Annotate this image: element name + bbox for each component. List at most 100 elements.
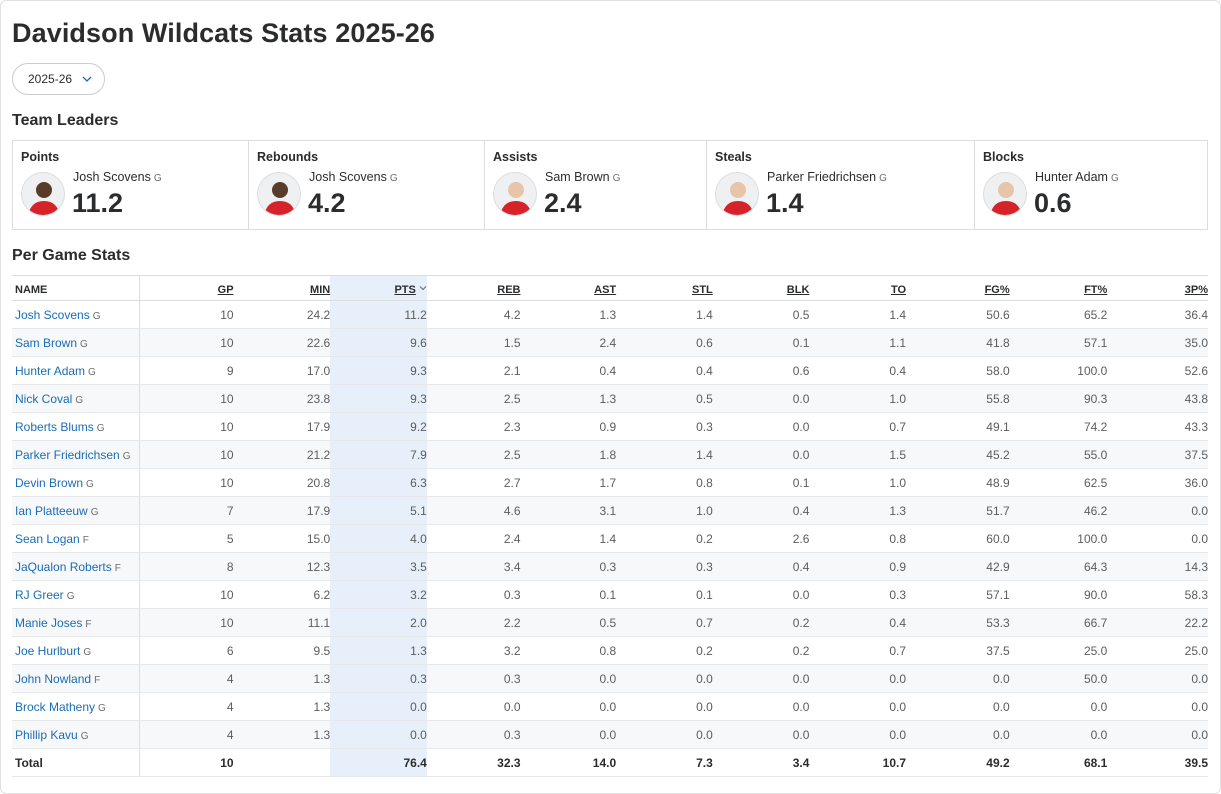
leader-player-name[interactable]: Sam Brown G (545, 170, 621, 184)
stat-cell: 1.3 (330, 636, 427, 665)
stat-cell: 58.0 (906, 356, 1010, 385)
stat-cell: 11.1 (233, 608, 331, 637)
stat-cell: 10 (139, 468, 234, 497)
leader-card-steals[interactable]: Steals Parker Friedrichsen G 1.4 (707, 141, 975, 229)
column-header-to[interactable]: TO (809, 275, 907, 301)
leader-card-blocks[interactable]: Blocks Hunter Adam G 0.6 (975, 141, 1207, 229)
total-cell: 32.3 (426, 748, 521, 777)
stat-cell: 22.2 (1107, 608, 1208, 637)
player-link[interactable]: John Nowland (15, 671, 92, 686)
stat-cell: 1.0 (809, 384, 907, 413)
stat-cell: 0.0 (1009, 720, 1108, 749)
player-name-cell: Sean Logan F (12, 524, 141, 553)
stat-cell: 90.3 (1009, 384, 1108, 413)
leader-value: 0.6 (1034, 188, 1072, 218)
stat-cell: 3.2 (426, 636, 521, 665)
leader-category: Assists (493, 150, 538, 164)
table-row: JaQualon Roberts F 8 12.3 3.5 3.4 0.3 0.3 0.4 0.9… (12, 552, 1208, 581)
table-row: Brock Matheny G 4 1.3 0.0 0.0 0.0 0.0 0.0 0.0 0.0 0… (12, 692, 1208, 721)
player-position: G (879, 173, 887, 184)
stat-cell: 0.1 (520, 580, 617, 609)
stat-cell: 23.8 (233, 384, 331, 413)
player-position: G (92, 310, 101, 322)
player-link[interactable]: Parker Friedrichsen (15, 447, 120, 462)
leader-value: 2.4 (544, 188, 582, 218)
player-link[interactable]: Sam Brown (15, 335, 78, 350)
leader-player-name[interactable]: Josh Scovens G (309, 170, 398, 184)
player-position: G (1110, 173, 1119, 184)
stat-cell: 4.0 (330, 524, 427, 553)
per-game-stats-heading: Per Game Stats (12, 247, 131, 264)
column-header-ft-pct[interactable]: FT% (1009, 275, 1108, 301)
player-link[interactable]: Josh Scovens (15, 307, 90, 322)
player-link[interactable]: Devin Brown (15, 475, 84, 490)
player-position: G (66, 590, 75, 602)
season-dropdown[interactable]: 2025-26 (12, 63, 105, 95)
stat-cell: 4 (139, 692, 234, 721)
column-header-3p-pct[interactable]: 3P% (1107, 275, 1208, 301)
stat-cell: 58.3 (1107, 580, 1208, 609)
leader-player-name[interactable]: Parker Friedrichsen G (767, 170, 887, 184)
leader-player-name[interactable]: Hunter Adam G (1035, 170, 1119, 184)
stat-cell: 12.3 (233, 552, 331, 581)
player-link[interactable]: Roberts Blums (15, 419, 94, 434)
player-name-cell: Roberts Blums G (12, 412, 141, 441)
stat-cell: 0.0 (616, 692, 713, 721)
player-link[interactable]: Hunter Adam (15, 363, 86, 378)
stat-cell: 6.2 (233, 580, 331, 609)
stat-cell: 55.8 (906, 384, 1010, 413)
stat-cell: 0.3 (520, 552, 617, 581)
player-position: G (90, 506, 99, 518)
stat-cell: 2.1 (426, 356, 521, 385)
stat-cell: 1.7 (520, 468, 617, 497)
stat-cell: 4.6 (426, 496, 521, 525)
stat-cell: 21.2 (233, 440, 331, 469)
chevron-down-icon (82, 76, 92, 82)
player-link[interactable]: Brock Matheny (15, 699, 96, 714)
column-header-min[interactable]: MIN (233, 275, 331, 301)
table-row: Josh Scovens G 10 24.2 11.2 4.2 1.3 1.4 0.5 1.4 50… (12, 300, 1208, 329)
column-header-ast[interactable]: AST (520, 275, 617, 301)
stat-cell: 0.2 (616, 524, 713, 553)
column-header-gp[interactable]: GP (139, 275, 234, 301)
column-header-pts[interactable]: PTS (330, 275, 427, 301)
stat-cell: 60.0 (906, 524, 1010, 553)
stat-cell: 25.0 (1107, 636, 1208, 665)
column-header-reb[interactable]: REB (426, 275, 521, 301)
column-header-name[interactable]: NAME (12, 275, 141, 301)
leader-card-points[interactable]: Points Josh Scovens G 11.2 (13, 141, 249, 229)
player-position: G (98, 702, 106, 714)
leader-card-assists[interactable]: Assists Sam Brown G 2.4 (485, 141, 707, 229)
column-header-blk[interactable]: BLK (712, 275, 810, 301)
player-link[interactable]: Joe Hurlburt (15, 643, 81, 658)
player-link[interactable]: JaQualon Roberts (15, 559, 112, 574)
player-link[interactable]: Sean Logan (15, 531, 80, 546)
stat-cell: 0.6 (616, 328, 713, 357)
stat-cell: 1.4 (520, 524, 617, 553)
leader-value: 1.4 (766, 188, 804, 218)
player-link[interactable]: Phillip Kavu (15, 727, 78, 742)
stat-cell: 10 (139, 328, 234, 357)
player-position: G (88, 366, 96, 378)
player-avatar (715, 172, 759, 216)
leader-card-rebounds[interactable]: Rebounds Josh Scovens G 4.2 (249, 141, 485, 229)
stat-cell: 2.5 (426, 384, 521, 413)
stat-cell: 53.3 (906, 608, 1010, 637)
stat-cell: 0.5 (616, 384, 713, 413)
stat-cell: 2.4 (426, 524, 521, 553)
leader-player-name[interactable]: Josh Scovens G (73, 170, 162, 184)
player-name-cell: Sam Brown G (12, 328, 141, 357)
player-link[interactable]: Ian Platteeuw (15, 503, 88, 518)
sort-desc-icon (419, 286, 427, 291)
stat-cell: 24.2 (233, 300, 331, 329)
stat-cell: 22.6 (233, 328, 331, 357)
stat-cell: 2.5 (426, 440, 521, 469)
stat-cell: 45.2 (906, 440, 1010, 469)
column-header-fg-pct[interactable]: FG% (906, 275, 1010, 301)
player-link[interactable]: RJ Greer (15, 587, 64, 602)
player-link[interactable]: Manie Joses (15, 615, 83, 630)
stat-cell: 0.1 (616, 580, 713, 609)
stat-cell: 49.1 (906, 412, 1010, 441)
player-link[interactable]: Nick Coval (15, 391, 73, 406)
column-header-stl[interactable]: STL (616, 275, 713, 301)
